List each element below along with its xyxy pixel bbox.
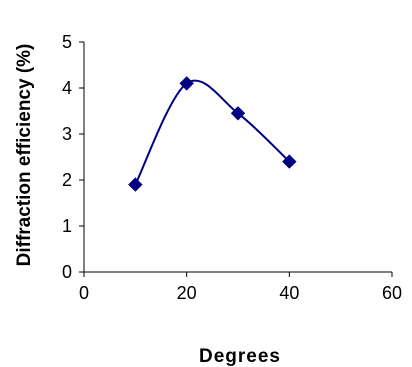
x-tick-label: 60 <box>382 283 402 303</box>
x-tick-label: 40 <box>279 283 299 303</box>
data-point <box>282 154 297 169</box>
axes <box>83 42 392 273</box>
y-tick-label: 1 <box>62 216 72 236</box>
x-tick-label: 0 <box>79 283 89 303</box>
y-tick-label: 2 <box>62 170 72 190</box>
series-line <box>134 79 291 186</box>
y-tick-label: 5 <box>62 32 72 52</box>
x-axis-title: Degrees <box>199 346 281 367</box>
data-point <box>128 177 143 192</box>
y-tick-label: 3 <box>62 124 72 144</box>
data-point <box>230 106 246 121</box>
y-tick-label: 0 <box>62 262 72 282</box>
y-tick-label: 4 <box>62 78 72 98</box>
y-ticks: 0 1 2 3 4 5 <box>62 32 84 282</box>
data-markers <box>128 76 297 192</box>
y-axis-title: Diffraction efficiency (%) <box>14 44 35 267</box>
x-ticks: 0 20 40 60 <box>79 272 402 303</box>
x-tick-label: 20 <box>177 283 197 303</box>
data-point <box>179 76 194 91</box>
